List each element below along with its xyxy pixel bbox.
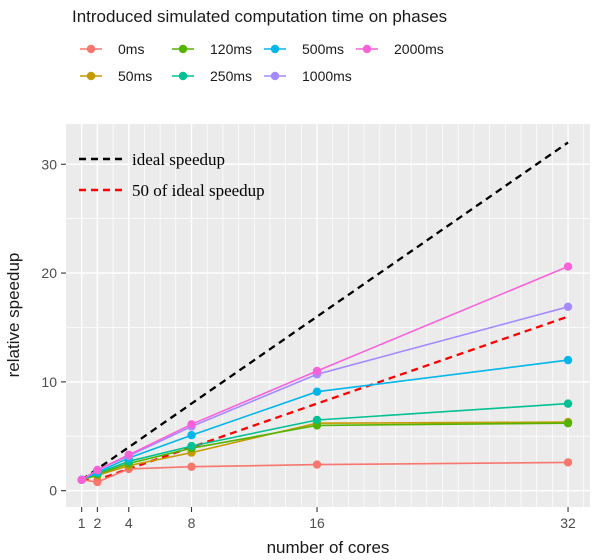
y-tick-label: 20 <box>41 265 57 281</box>
x-tick-label: 8 <box>188 515 196 531</box>
data-point <box>312 366 322 376</box>
x-tick-label: 2 <box>93 515 101 531</box>
legend-key-point <box>178 44 188 54</box>
legend-key-point <box>270 71 280 81</box>
plot-area: ideal speedup 50 of ideal speedup <box>66 124 590 507</box>
y-tick-label: 0 <box>49 483 57 499</box>
data-point <box>563 399 573 408</box>
legend-label: 250ms <box>210 68 252 84</box>
data-point <box>187 430 196 440</box>
data-point <box>187 462 196 471</box>
legend-key-point <box>178 71 188 81</box>
legend-label: 0ms <box>118 41 144 57</box>
x-axis-title: number of cores <box>267 538 390 557</box>
y-axis-title: relative speedup <box>4 253 23 378</box>
data-point <box>312 415 322 425</box>
legend-label: 2000ms <box>394 41 444 57</box>
data-point <box>563 355 573 365</box>
legend-label: 50ms <box>118 68 152 84</box>
data-point <box>93 465 102 475</box>
data-point <box>312 460 322 469</box>
x-tick-label: 1 <box>78 515 86 531</box>
legend: Introduced simulated computation time on… <box>72 7 447 84</box>
x-tick-label: 32 <box>560 515 576 531</box>
data-point <box>563 262 573 271</box>
data-point <box>93 477 102 487</box>
legend-key-point <box>86 71 96 81</box>
x-tick-label: 4 <box>125 515 133 531</box>
legend-key-point <box>86 44 96 54</box>
reference-legend-label: 50 of ideal speedup <box>132 181 265 200</box>
data-point <box>124 450 133 459</box>
y-tick-label: 10 <box>41 374 57 390</box>
legend-label: 120ms <box>210 41 252 57</box>
reference-legend-label: ideal speedup <box>132 150 225 169</box>
x-tick-label: 16 <box>309 515 325 531</box>
legend-key-point <box>362 44 372 54</box>
legend-key-point <box>270 44 280 54</box>
legend-title: Introduced simulated computation time on… <box>72 7 447 26</box>
y-tick-label: 30 <box>41 156 57 172</box>
legend-label: 1000ms <box>302 68 352 84</box>
data-point <box>563 419 573 428</box>
data-point <box>187 441 196 451</box>
data-point <box>77 475 86 484</box>
data-point <box>563 302 573 311</box>
legend-label: 500ms <box>302 41 344 57</box>
data-point <box>187 420 196 429</box>
data-point <box>312 387 322 396</box>
data-point <box>563 458 573 467</box>
